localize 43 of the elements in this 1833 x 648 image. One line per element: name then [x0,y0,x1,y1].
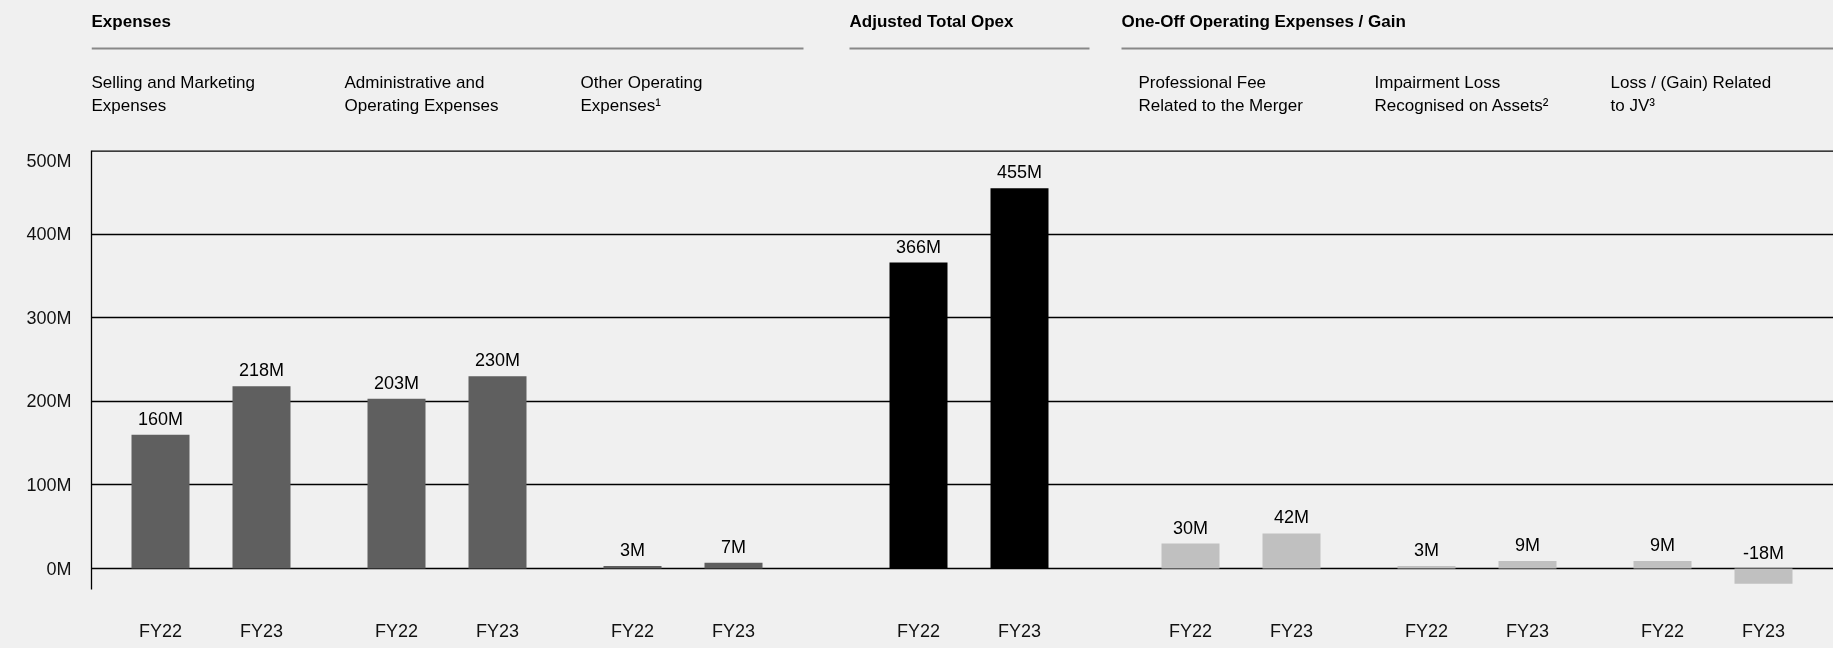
text: Impairment Loss Recognised on Assets² [1374,72,1549,116]
text: Loss / (Gain) Related to JV³ [1610,72,1772,116]
text: Expenses [91,12,171,31]
data-label: 9M [1515,535,1541,556]
data-label: 455M [996,162,1043,183]
text: Professional Fee Related to the Merger [1138,72,1304,116]
data-label: 160M [137,408,184,429]
x-tick-label: FY23 [997,620,1042,641]
text: Administrative and Operating Expenses [344,72,499,116]
data-label: 30M [1172,517,1209,538]
x-tick-label: FY22 [610,620,655,641]
data-label: 3M [1414,540,1440,561]
x-tick-label: FY23 [711,620,756,641]
data-label: 7M [721,536,747,557]
x-tick-label: FY22 [896,620,941,641]
data-label: 218M [238,360,285,381]
text: Adjusted Total Opex [849,12,1015,31]
y-tick-label: 100M [26,474,72,495]
data-label: 42M [1273,507,1310,528]
text: Other Operating Expenses¹ [580,72,703,116]
x-tick-label: FY22 [138,620,183,641]
x-tick-label: FY23 [475,620,520,641]
x-tick-label: FY23 [239,620,284,641]
data-label: 366M [895,236,942,257]
text: Selling and Marketing Expenses [91,72,255,116]
y-tick-label: 0M [46,558,72,579]
data-label: 230M [474,350,521,371]
y-tick-label: 500M [26,150,72,171]
data-label: -18M [1743,542,1785,563]
data-label: 3M [620,540,646,561]
y-tick-label: 200M [26,391,72,412]
data-label: 203M [373,372,420,393]
y-tick-label: 300M [26,307,72,328]
y-tick-label: 400M [26,224,72,245]
x-tick-label: FY22 [1168,620,1213,641]
x-tick-label: FY22 [1640,620,1685,641]
x-tick-label: FY22 [1404,620,1449,641]
text: One-Off Operating Expenses / Gain [1121,12,1406,31]
x-tick-label: FY23 [1505,620,1550,641]
data-label: 9M [1650,535,1676,556]
x-tick-label: FY22 [374,620,419,641]
x-tick-label: FY23 [1269,620,1314,641]
x-tick-label: FY23 [1741,620,1786,641]
